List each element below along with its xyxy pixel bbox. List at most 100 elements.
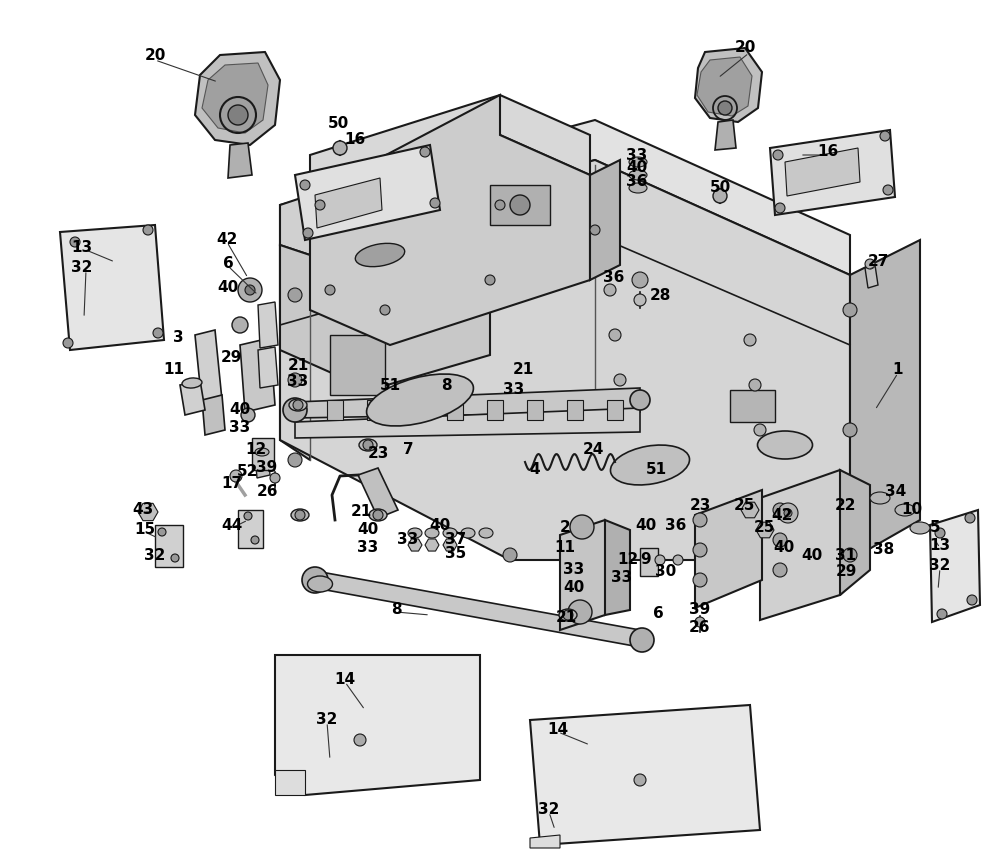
Circle shape xyxy=(634,294,646,306)
Circle shape xyxy=(380,305,390,315)
Text: 23: 23 xyxy=(689,497,711,512)
Ellipse shape xyxy=(461,528,475,538)
Circle shape xyxy=(634,774,646,786)
Text: 42: 42 xyxy=(771,508,793,523)
Ellipse shape xyxy=(910,522,930,534)
Ellipse shape xyxy=(182,378,202,388)
Circle shape xyxy=(315,200,325,210)
Polygon shape xyxy=(280,160,850,560)
Polygon shape xyxy=(530,835,560,848)
Circle shape xyxy=(158,528,166,536)
Polygon shape xyxy=(295,388,640,418)
Polygon shape xyxy=(695,490,762,608)
Text: 29: 29 xyxy=(220,351,242,365)
Circle shape xyxy=(245,285,255,295)
Circle shape xyxy=(843,423,857,437)
Bar xyxy=(487,400,503,420)
Text: 40: 40 xyxy=(357,523,379,537)
Circle shape xyxy=(333,141,347,155)
Polygon shape xyxy=(605,520,630,615)
Polygon shape xyxy=(530,705,760,845)
Text: 32: 32 xyxy=(538,803,560,818)
Circle shape xyxy=(241,408,255,422)
Text: 40: 40 xyxy=(563,581,585,595)
Text: 7: 7 xyxy=(403,443,413,457)
Polygon shape xyxy=(60,225,164,350)
Text: 51: 51 xyxy=(379,378,401,392)
Ellipse shape xyxy=(443,528,457,538)
Text: 5: 5 xyxy=(930,520,940,535)
Text: 40: 40 xyxy=(217,279,239,294)
Polygon shape xyxy=(258,302,278,348)
Ellipse shape xyxy=(629,170,647,180)
Polygon shape xyxy=(310,570,645,648)
Ellipse shape xyxy=(425,528,439,538)
Circle shape xyxy=(865,259,875,269)
Circle shape xyxy=(568,600,592,624)
Circle shape xyxy=(485,275,495,285)
Circle shape xyxy=(754,424,766,436)
Circle shape xyxy=(563,610,573,620)
Circle shape xyxy=(354,734,366,746)
Ellipse shape xyxy=(895,504,915,516)
Text: 32: 32 xyxy=(929,558,951,574)
Text: 40: 40 xyxy=(429,517,451,532)
Ellipse shape xyxy=(479,528,493,538)
Text: 14: 14 xyxy=(334,673,356,687)
Circle shape xyxy=(420,147,430,157)
Bar xyxy=(490,185,550,225)
Text: 36: 36 xyxy=(665,517,687,532)
Polygon shape xyxy=(310,95,590,195)
Circle shape xyxy=(570,515,594,539)
Bar xyxy=(327,400,343,420)
Circle shape xyxy=(673,555,683,565)
Circle shape xyxy=(303,228,313,238)
Circle shape xyxy=(510,195,530,215)
Text: 40: 40 xyxy=(773,541,795,556)
Text: 10: 10 xyxy=(901,503,923,517)
Circle shape xyxy=(230,470,242,482)
Bar xyxy=(330,335,385,395)
Bar xyxy=(527,400,543,420)
Circle shape xyxy=(778,503,798,523)
Circle shape xyxy=(773,533,787,547)
Text: 13: 13 xyxy=(71,240,93,254)
Text: 20: 20 xyxy=(734,41,756,56)
Text: 15: 15 xyxy=(134,523,156,537)
Text: 35: 35 xyxy=(445,545,467,561)
Text: 31: 31 xyxy=(835,548,857,562)
Text: 8: 8 xyxy=(441,378,451,392)
Text: 33: 33 xyxy=(563,562,585,577)
Polygon shape xyxy=(275,655,480,795)
Circle shape xyxy=(843,303,857,317)
Polygon shape xyxy=(865,265,878,288)
Ellipse shape xyxy=(870,492,890,504)
Circle shape xyxy=(244,512,252,520)
Circle shape xyxy=(590,225,600,235)
Text: 36: 36 xyxy=(626,174,648,188)
Text: 21: 21 xyxy=(287,358,309,373)
Circle shape xyxy=(300,180,310,190)
Polygon shape xyxy=(202,63,268,133)
Polygon shape xyxy=(697,57,752,116)
Circle shape xyxy=(883,185,893,195)
Circle shape xyxy=(228,105,248,125)
Text: 6: 6 xyxy=(223,257,233,272)
Polygon shape xyxy=(258,347,278,388)
Text: 30: 30 xyxy=(655,564,677,580)
Circle shape xyxy=(495,200,505,210)
Text: 21: 21 xyxy=(512,363,534,378)
Circle shape xyxy=(63,338,73,348)
Polygon shape xyxy=(695,48,762,122)
Ellipse shape xyxy=(308,576,332,592)
Text: 16: 16 xyxy=(344,133,366,148)
Circle shape xyxy=(70,237,80,247)
Text: 23: 23 xyxy=(367,446,389,462)
Circle shape xyxy=(288,453,302,467)
Ellipse shape xyxy=(369,509,387,521)
Bar xyxy=(730,390,775,422)
Ellipse shape xyxy=(408,528,422,538)
Circle shape xyxy=(270,473,280,483)
Text: 6: 6 xyxy=(653,607,663,621)
Polygon shape xyxy=(850,240,920,560)
